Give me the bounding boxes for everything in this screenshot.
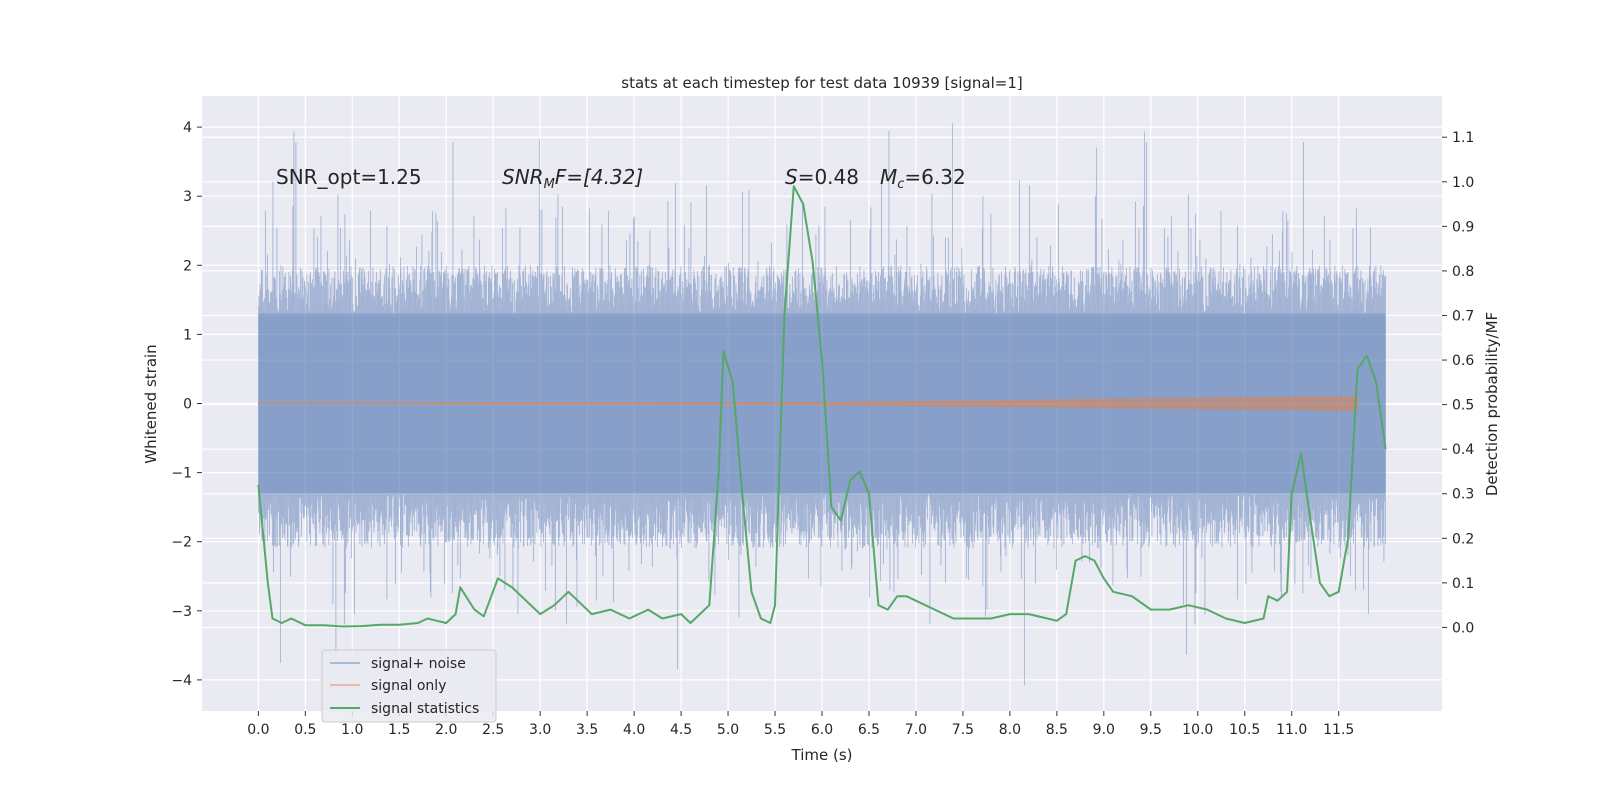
annotation-snr-opt: SNR_opt=1.25 <box>276 165 422 189</box>
y2-tick-label: 0.7 <box>1452 308 1474 324</box>
chart-title: stats at each timestep for test data 109… <box>621 74 1022 92</box>
x-tick-label: 7.0 <box>905 722 927 738</box>
y-tick-label: −1 <box>171 466 192 482</box>
y2-tick-label: 0.0 <box>1452 620 1474 636</box>
x-tick-label: 2.5 <box>482 722 504 738</box>
legend-label-signal-noise: signal+ noise <box>371 656 466 672</box>
x-tick-label: 6.5 <box>858 722 880 738</box>
x-tick-label: 5.5 <box>764 722 786 738</box>
legend-box <box>321 649 497 723</box>
x-axis-label: Time (s) <box>791 746 853 764</box>
x-tick-label: 0.5 <box>294 722 316 738</box>
x-tick-label: 11.5 <box>1323 722 1354 738</box>
annotation-s: S=0.48 <box>785 165 859 189</box>
axis-ticks: 0.0 0.5 1.0 1.5 2.0 2.5 3.0 3.5 4.0 4.5 5.0 5.5 6.0 6… <box>171 120 1474 738</box>
y2-tick-label: 0.6 <box>1452 353 1474 369</box>
annotation-s-main: S <box>785 165 798 189</box>
y-tick-label: −4 <box>171 673 192 689</box>
x-tick-label: 3.0 <box>529 722 551 738</box>
y2-tick-label: 0.8 <box>1452 264 1474 280</box>
annotation-mc-main: M <box>880 165 897 189</box>
y2-tick-label: 0.2 <box>1452 531 1474 547</box>
y-tick-label: −3 <box>171 604 192 620</box>
y-axis-label: Whitened strain <box>142 344 160 463</box>
y-tick-label: 2 <box>183 258 192 274</box>
signal-statistics-line <box>257 185 1387 628</box>
y-tick-label: 3 <box>183 189 192 205</box>
signal-statistics-series <box>257 185 1387 628</box>
x-tick-label: 4.5 <box>670 722 692 738</box>
y2-tick-label: 0.9 <box>1452 219 1474 235</box>
x-tick-label: 3.5 <box>576 722 598 738</box>
x-tick-label: 10.5 <box>1229 722 1260 738</box>
annotation-s-rest: =0.48 <box>798 165 859 189</box>
y2-tick-label: 1.0 <box>1452 175 1474 191</box>
x-tick-label: 0.0 <box>247 722 269 738</box>
legend-label-signal-statistics: signal statistics <box>371 701 479 717</box>
y2-tick-label: 0.4 <box>1452 442 1474 458</box>
x-tick-label: 11.0 <box>1276 722 1307 738</box>
y-tick-label: 4 <box>183 120 192 136</box>
x-tick-label: 9.0 <box>1093 722 1115 738</box>
x-tick-label: 1.0 <box>341 722 363 738</box>
y-tick-label: 1 <box>183 327 192 343</box>
annotation-snr-mf-sub: M <box>544 177 555 192</box>
signal-only-series <box>257 396 1358 411</box>
y2-tick-label: 0.5 <box>1452 398 1474 414</box>
x-tick-label: 5.0 <box>717 722 739 738</box>
x-tick-label: 6.0 <box>811 722 833 738</box>
y2-axis-label: Detection probability/MF <box>1483 312 1501 496</box>
x-tick-label: 2.0 <box>435 722 457 738</box>
annotation-mc-sub: c <box>897 177 904 192</box>
y-tick-label: −2 <box>171 535 192 551</box>
x-tick-label: 10.0 <box>1182 722 1213 738</box>
x-tick-label: 1.5 <box>388 722 410 738</box>
annotation-snr-mf-main: SNR <box>502 165 544 189</box>
annotation-mc-rest: =6.32 <box>904 165 965 189</box>
y2-tick-label: 0.1 <box>1452 576 1474 592</box>
x-tick-label: 8.5 <box>1046 722 1068 738</box>
legend-label-signal-only: signal only <box>371 678 446 694</box>
signal-only-trace <box>257 396 1358 411</box>
x-tick-label: 4.0 <box>623 722 645 738</box>
annotation-snr-mf-rest: F=[4.32] <box>555 165 643 189</box>
x-tick-label: 8.0 <box>999 722 1021 738</box>
annotation-snr-mf: SNRMF=[4.32] <box>502 165 643 192</box>
y-tick-label: 0 <box>183 397 192 413</box>
y2-tick-label: 0.3 <box>1452 487 1474 503</box>
y2-tick-label: 1.1 <box>1452 130 1474 146</box>
annotation-mc: Mc=6.32 <box>880 165 966 192</box>
legend: signal+ noise signal only signal statist… <box>321 649 497 723</box>
x-tick-label: 7.5 <box>952 722 974 738</box>
x-tick-label: 9.5 <box>1140 722 1162 738</box>
